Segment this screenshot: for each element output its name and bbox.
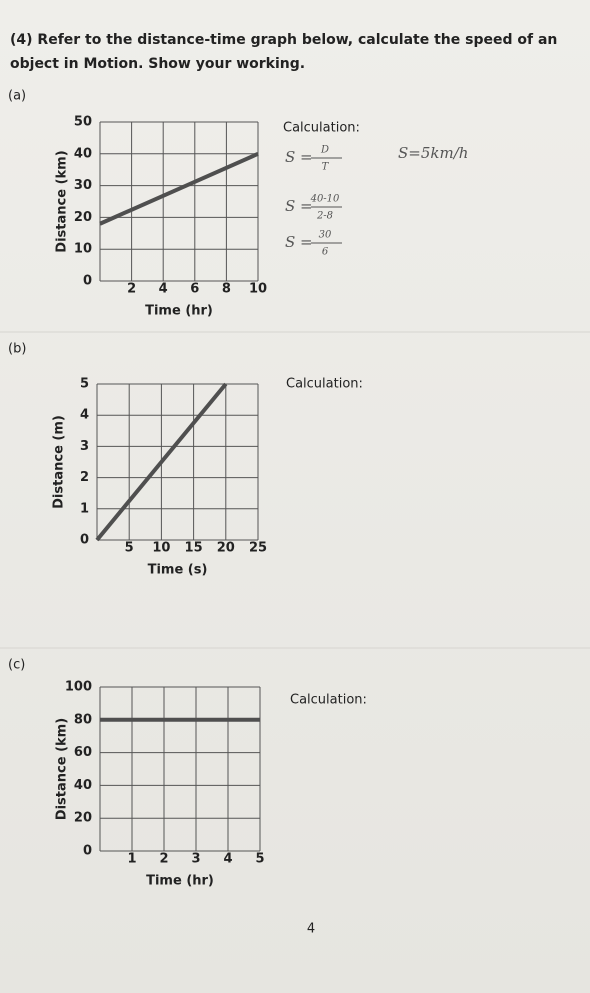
y-tick-label: 20	[74, 210, 92, 225]
working-lhs: S =	[285, 148, 313, 166]
working-answer: S=5km/h	[398, 144, 468, 162]
working-lhs: S =	[285, 233, 313, 251]
x-tick-label: 8	[222, 282, 231, 297]
x-tick-label: 10	[249, 282, 267, 297]
y-axis-title: Distance (km)	[55, 150, 70, 252]
part-label: (a)	[8, 89, 26, 104]
y-tick-label: 20	[74, 811, 92, 826]
calculation-label: Calculation:	[290, 693, 367, 708]
x-tick-label: 2	[159, 852, 168, 867]
y-tick-label: 40	[74, 778, 92, 793]
y-tick-label: 0	[80, 533, 89, 548]
calculation-label: Calculation:	[286, 377, 363, 392]
y-tick-label: 100	[65, 680, 92, 695]
question: (4) Refer to the distance-time graph bel…	[10, 32, 558, 72]
working-lhs: S =	[285, 197, 313, 215]
x-tick-label: 10	[152, 541, 170, 556]
working-den: 2-8	[316, 211, 333, 222]
y-tick-label: 1	[80, 501, 89, 516]
x-tick-label: 2	[127, 282, 136, 297]
working-den: 6	[322, 247, 329, 258]
y-tick-label: 40	[74, 146, 92, 161]
page-number: 4	[307, 922, 315, 937]
x-tick-label: 4	[159, 282, 168, 297]
x-tick-label: 5	[125, 541, 134, 556]
working-num: 30	[319, 230, 332, 241]
y-tick-label: 60	[74, 745, 92, 760]
y-tick-label: 0	[83, 844, 92, 859]
x-tick-label: 4	[223, 852, 232, 867]
x-tick-label: 1	[127, 852, 136, 867]
y-tick-label: 0	[83, 274, 92, 289]
x-tick-label: 6	[190, 282, 199, 297]
part-label: (b)	[8, 342, 26, 357]
x-tick-label: 25	[249, 541, 267, 556]
y-axis-title: Distance (km)	[55, 718, 70, 820]
x-tick-label: 3	[191, 852, 200, 867]
y-tick-label: 50	[74, 115, 92, 130]
x-axis-title: Time (hr)	[145, 304, 213, 319]
working-num: 40-10	[310, 194, 340, 205]
y-tick-label: 2	[80, 470, 89, 485]
x-axis-title: Time (hr)	[146, 874, 214, 889]
y-tick-label: 5	[80, 377, 89, 392]
working-den: T	[322, 162, 330, 173]
y-tick-label: 10	[74, 242, 92, 257]
x-tick-label: 5	[255, 852, 264, 867]
y-tick-label: 30	[74, 178, 92, 193]
y-tick-label: 80	[74, 712, 92, 727]
data-line	[99, 151, 259, 226]
x-tick-label: 20	[217, 541, 235, 556]
y-axis-title: Distance (m)	[52, 415, 67, 509]
y-tick-label: 4	[80, 408, 89, 423]
x-tick-label: 15	[185, 541, 203, 556]
x-axis-title: Time (s)	[148, 563, 208, 578]
calculation-label: Calculation:	[283, 121, 360, 136]
part-label: (c)	[8, 658, 25, 673]
working-num: D	[320, 145, 329, 156]
y-tick-label: 3	[80, 439, 89, 454]
data-line	[95, 382, 228, 542]
